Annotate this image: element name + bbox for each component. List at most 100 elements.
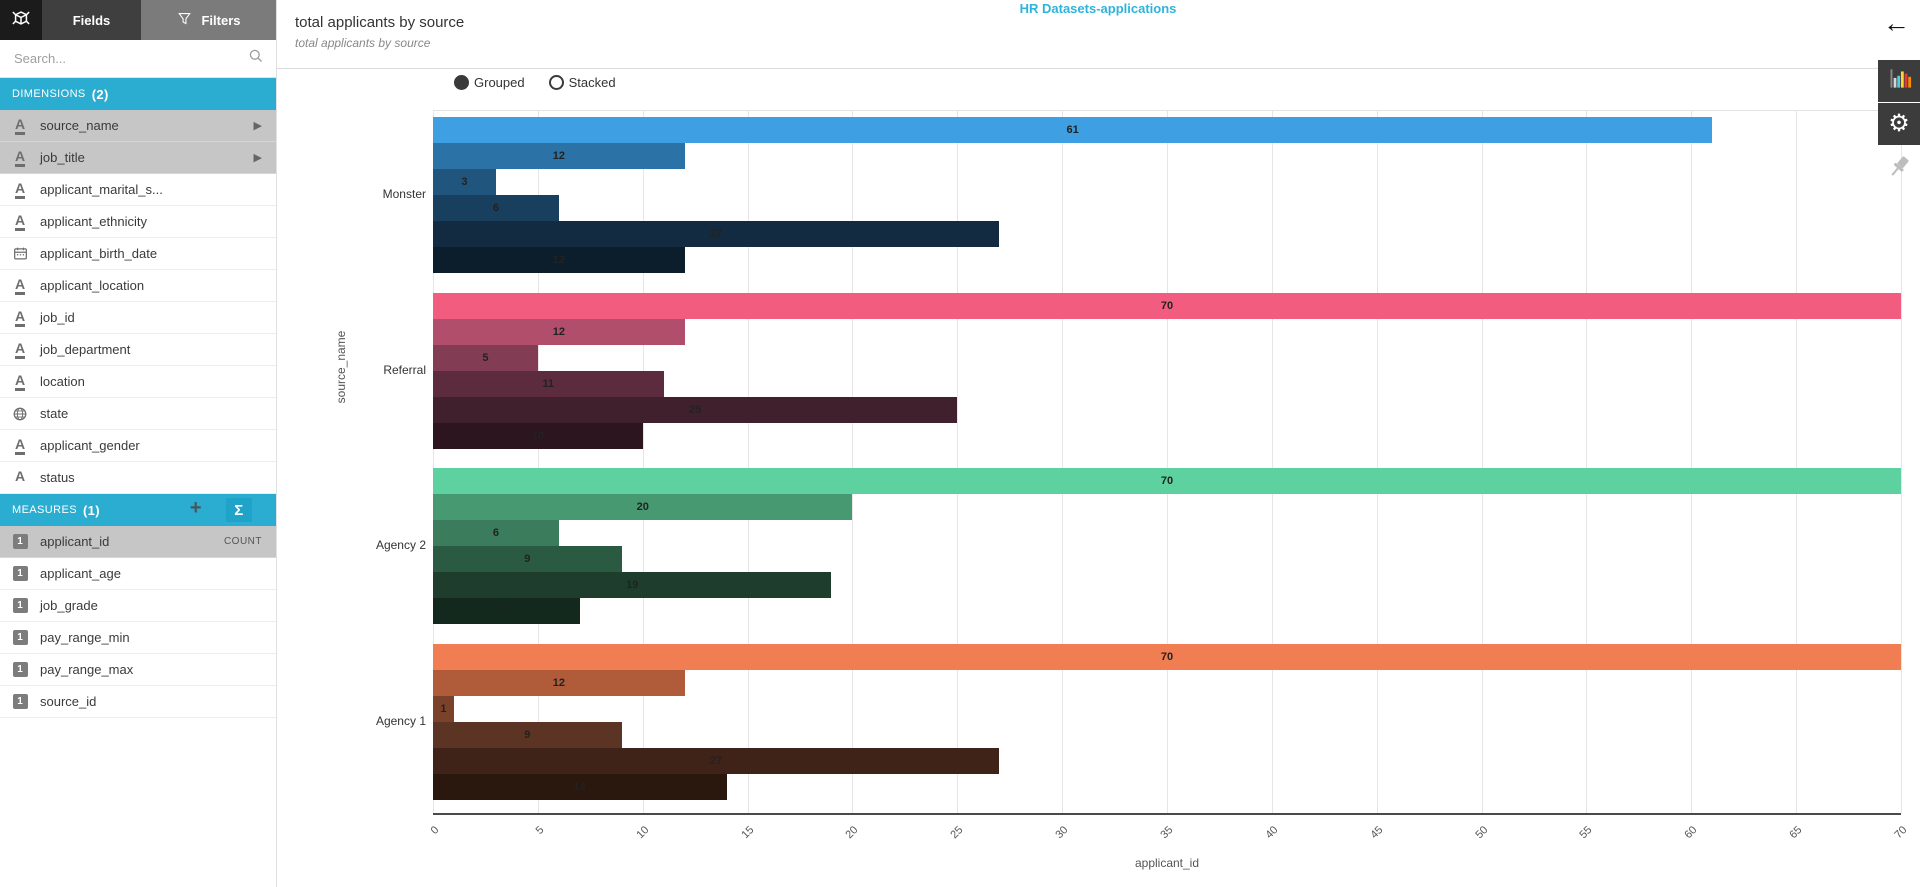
chart-title: total applicants by source xyxy=(295,14,465,31)
field-row-applicant_age[interactable]: 1 applicant_age xyxy=(0,558,276,590)
field-row-applicant_birth_date[interactable]: applicant_birth_date xyxy=(0,238,276,270)
x-tick: 50 xyxy=(1473,820,1494,841)
bar[interactable]: 12 xyxy=(433,143,685,169)
x-tick: 60 xyxy=(1683,820,1703,841)
x-tick: 45 xyxy=(1368,820,1389,841)
x-tick-label: 5 xyxy=(533,824,547,837)
text-field-icon: A xyxy=(10,117,30,135)
bar[interactable]: 12 xyxy=(433,318,685,345)
field-row-job_grade[interactable]: 1 job_grade xyxy=(0,590,276,622)
bar-value-label: 9 xyxy=(524,728,531,741)
bar[interactable]: 12 xyxy=(433,247,685,273)
bar-value-label: 11 xyxy=(542,377,555,390)
gridline xyxy=(642,111,644,813)
dimensions-header[interactable]: DIMENSIONS (2) xyxy=(0,78,276,110)
bar[interactable]: 70 xyxy=(433,468,1901,494)
field-label: source_name xyxy=(40,118,119,133)
field-label: job_grade xyxy=(40,598,98,613)
field-label: pay_range_max xyxy=(40,662,134,677)
bar[interactable]: 9 xyxy=(433,546,622,572)
bar-value-label: 9 xyxy=(524,553,531,565)
pin-button[interactable] xyxy=(1884,152,1914,187)
measures-header[interactable]: MEASURES (1) + Σ xyxy=(0,494,276,526)
radio-icon xyxy=(548,75,564,90)
expand-arrow-icon[interactable]: ▶ xyxy=(253,152,262,164)
sigma-icon[interactable]: Σ xyxy=(226,498,252,522)
bar[interactable]: 12 xyxy=(433,669,685,696)
category-label: Agency 1 xyxy=(375,713,426,728)
field-label: job_id xyxy=(40,310,75,325)
bar-value-label: 12 xyxy=(552,676,565,689)
bar[interactable]: 27 xyxy=(433,221,1000,247)
bar-group-referral: 70 12 5 11 25 10 xyxy=(433,287,1901,463)
tab-filters[interactable]: Filters xyxy=(141,0,276,40)
x-tick: 35 xyxy=(1158,820,1179,841)
add-measure-icon[interactable]: + xyxy=(189,497,202,519)
x-tick: 70 xyxy=(1892,820,1913,841)
x-tick: 25 xyxy=(949,820,969,841)
bar[interactable]: 14 xyxy=(433,773,727,800)
bar[interactable]: 70 xyxy=(433,643,1901,670)
tab-fields[interactable]: Fields xyxy=(42,0,141,40)
expand-arrow-icon[interactable]: ▶ xyxy=(253,120,262,132)
search-icon[interactable] xyxy=(248,48,264,69)
gridline xyxy=(537,111,539,813)
bar[interactable]: 7 xyxy=(433,598,580,624)
text-field-icon: A xyxy=(10,373,30,391)
bar[interactable]: 25 xyxy=(433,396,958,423)
field-row-pay_range_max[interactable]: 1 pay_range_max xyxy=(0,654,276,686)
gear-icon: ⚙ xyxy=(1888,110,1910,137)
bar[interactable]: 9 xyxy=(433,721,622,748)
category-label: Monster xyxy=(382,187,426,201)
x-tick: 65 xyxy=(1787,820,1808,841)
field-row-pay_range_min[interactable]: 1 pay_range_min xyxy=(0,622,276,654)
category-label: Agency 2 xyxy=(375,538,426,552)
chart-type-button[interactable] xyxy=(1878,60,1920,102)
bar[interactable]: 6 xyxy=(433,520,559,546)
mode-stacked[interactable]: Stacked xyxy=(548,75,616,90)
bar[interactable]: 5 xyxy=(433,344,538,371)
sidebar: Fields Filters DIMENSIONS (2) Asource_na… xyxy=(0,0,277,887)
bar[interactable]: 70 xyxy=(433,292,1901,319)
data-cube-button[interactable] xyxy=(0,0,42,40)
back-arrow-icon[interactable]: ← xyxy=(1883,8,1910,38)
field-row-applicant_id[interactable]: 1 applicant_id COUNT xyxy=(0,526,276,558)
bar[interactable]: 61 xyxy=(433,117,1713,143)
side-tool-panel: ⚙ xyxy=(1878,60,1920,187)
chart-mode-switch: Grouped Stacked xyxy=(454,75,616,90)
bar[interactable]: 20 xyxy=(433,494,853,520)
bar[interactable]: 19 xyxy=(433,572,832,598)
settings-button[interactable]: ⚙ xyxy=(1878,103,1920,145)
field-row-source_id[interactable]: 1 source_id xyxy=(0,686,276,718)
bar[interactable]: 10 xyxy=(433,422,643,449)
text-field-icon: A xyxy=(10,213,30,231)
bar[interactable]: 11 xyxy=(433,370,664,397)
bar-value-label: 20 xyxy=(636,501,649,513)
mode-grouped[interactable]: Grouped xyxy=(454,75,525,90)
x-tick-label: 10 xyxy=(634,824,652,842)
bar[interactable]: 3 xyxy=(433,169,496,195)
search-input[interactable] xyxy=(12,50,240,67)
x-tick-label: 35 xyxy=(1158,824,1176,842)
x-tick-label: 25 xyxy=(948,824,966,842)
text-field-icon: A xyxy=(10,437,30,455)
field-label: applicant_ethnicity xyxy=(40,214,147,229)
gridline xyxy=(1481,111,1483,813)
number-field-icon: 1 xyxy=(10,598,30,613)
bar[interactable]: 6 xyxy=(433,195,559,221)
bar[interactable]: 27 xyxy=(433,747,1000,774)
bar[interactable]: 1 xyxy=(433,695,454,722)
field-row-state[interactable]: state xyxy=(0,398,276,430)
bar-value-label: 12 xyxy=(552,325,565,338)
header-divider xyxy=(276,68,1920,69)
